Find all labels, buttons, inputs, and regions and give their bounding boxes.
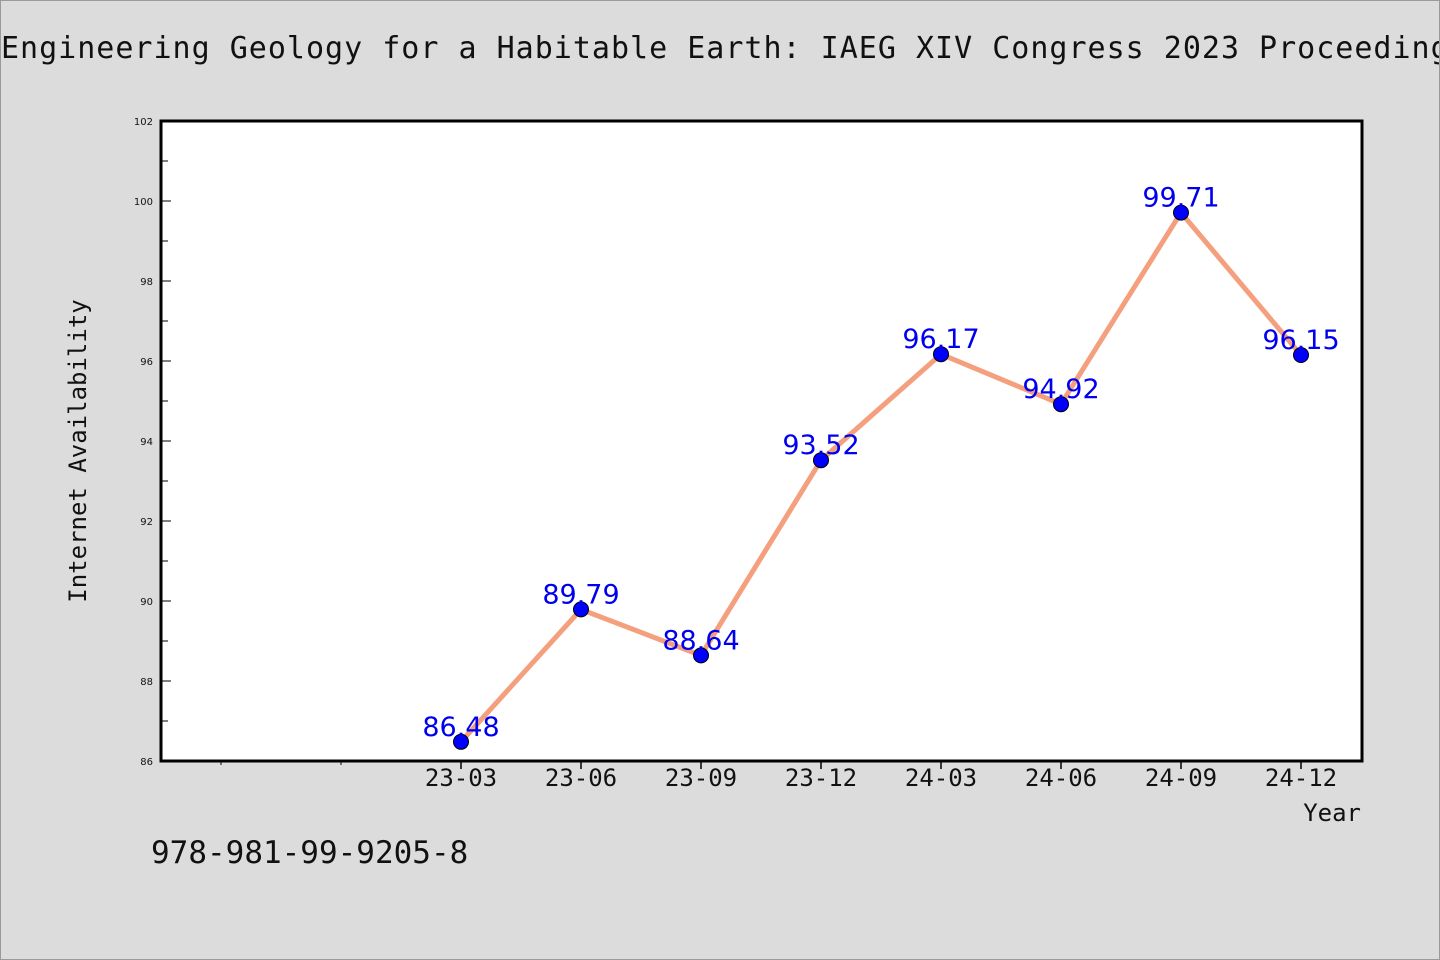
data-point: [573, 601, 589, 618]
data-label: 93.52: [782, 430, 859, 461]
data-label: 86.48: [422, 712, 499, 743]
y-tick-label: 98: [140, 277, 153, 288]
data-label: 88.64: [662, 625, 739, 656]
y-tick-label: 90: [140, 597, 153, 608]
y-tick-label: 102: [134, 117, 153, 128]
data-point: [1293, 347, 1309, 363]
chart-title: Engineering Geology for a Habitable Eart…: [1, 31, 1440, 66]
series-layer: [453, 204, 1309, 750]
series-line: [458, 210, 1304, 745]
y-tick-label: 86: [140, 757, 153, 768]
y-tick-label: 94: [140, 437, 153, 448]
y-tick-label: 100: [134, 197, 153, 208]
isbn-footer: 978-981-99-9205-8: [151, 835, 469, 871]
y-tick-label: 88: [140, 677, 153, 688]
data-point: [453, 733, 469, 750]
x-axis-title: Year: [1303, 799, 1361, 827]
plot-border: [159, 119, 1364, 763]
y-tick-label: 92: [140, 517, 153, 528]
data-label: 99.71: [1142, 183, 1219, 214]
data-label: 89.79: [542, 579, 619, 610]
x-tick-label: 23-03: [425, 764, 497, 792]
data-label: 96.15: [1262, 325, 1339, 356]
data-point: [933, 346, 949, 363]
x-tick-label: 24-03: [905, 764, 977, 792]
x-axis: 23-03 23-06 23-09 23-12 24-03 24-06 24-09 24-12: [220, 761, 1337, 792]
data-point: [1053, 396, 1069, 413]
plot-area: [161, 121, 1362, 761]
x-tick-label: 23-09: [665, 764, 737, 792]
data-label-layer: 86.48 89.79 88.64 93.52 96.17 94.92 99.71 96.15: [422, 183, 1339, 743]
data-point: [1173, 204, 1189, 221]
x-tick-label: 23-12: [785, 764, 857, 792]
data-label: 96.17: [902, 324, 979, 355]
x-tick-label: 24-12: [1265, 764, 1337, 792]
x-tick-label: 24-09: [1145, 764, 1217, 792]
x-tick-label: 23-06: [545, 764, 617, 792]
data-label: 94.92: [1022, 374, 1099, 405]
data-point: [813, 452, 829, 469]
y-tick-label: 96: [140, 357, 153, 368]
data-point: [693, 647, 709, 664]
y-axis-title: Internet Availability: [64, 299, 92, 602]
x-tick-label: 24-06: [1025, 764, 1097, 792]
